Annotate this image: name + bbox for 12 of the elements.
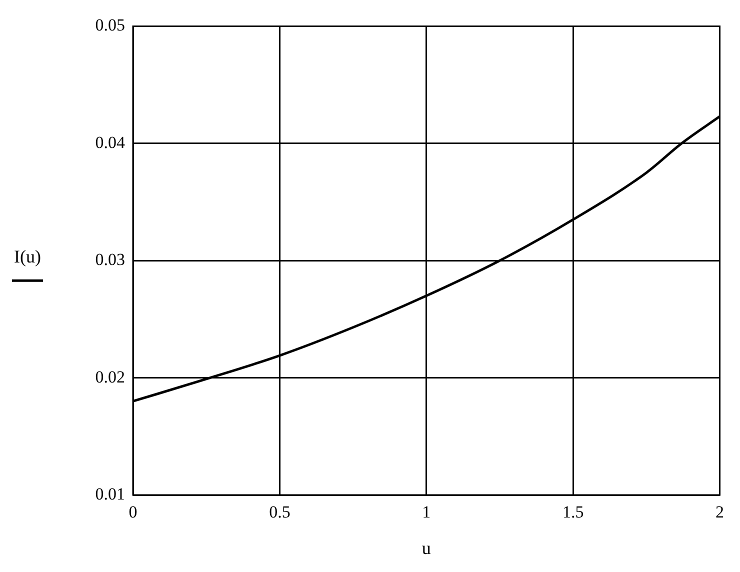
y-tick-label: 0.03 <box>95 250 125 270</box>
y-tick-label: 0.04 <box>95 132 126 152</box>
x-axis-title: u <box>422 538 431 558</box>
y-axis-title: I(u) <box>14 246 41 267</box>
y-tick-label: 0.01 <box>95 484 125 504</box>
y-tick-label: 0.02 <box>95 367 125 386</box>
x-tick-label: 1.5 <box>562 502 584 522</box>
x-tick-label: 0 <box>128 502 138 522</box>
y-tick-label: 0.05 <box>95 16 125 35</box>
x-tick-label: 0.5 <box>269 502 290 522</box>
x-tick-label: 1 <box>422 502 431 522</box>
x-tick-label: 2 <box>716 502 724 522</box>
